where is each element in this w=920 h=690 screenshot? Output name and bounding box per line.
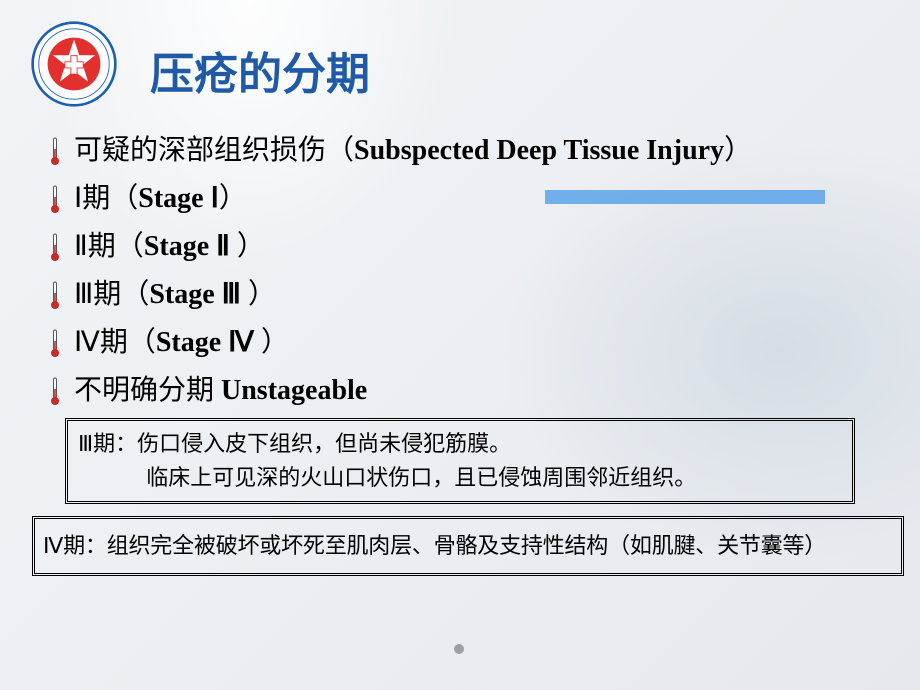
note-line: Ⅳ期：组织完全被破坏或坏死至肌肉层、骨骼及支持性结构（如肌腱、关节囊等）: [43, 529, 893, 563]
bullet-text: Ⅲ期（Stage Ⅲ ）: [74, 274, 276, 316]
thermometer-icon: [50, 233, 60, 263]
bullet-item: Ⅲ期（Stage Ⅲ ）: [50, 274, 890, 316]
thermometer-icon: [50, 281, 60, 311]
bullet-item: Ⅰ期（Stage Ⅰ）: [50, 178, 890, 220]
bullet-item: 不明确分期 Unstageable: [50, 370, 890, 412]
page-indicator-icon: [454, 644, 464, 654]
bullet-text: Ⅳ期（Stage Ⅳ ）: [74, 322, 289, 364]
note-box-stage3: Ⅲ期：伤口侵入皮下组织，但尚未侵犯筋膜。 临床上可见深的火山口状伤口，且已侵蚀周…: [65, 418, 855, 504]
bullet-text: 可疑的深部组织损伤（Subspected Deep Tissue Injury）: [74, 130, 752, 172]
bullet-item: 可疑的深部组织损伤（Subspected Deep Tissue Injury）: [50, 130, 890, 172]
bullet-text: Ⅱ期（Stage Ⅱ ）: [74, 226, 265, 268]
thermometer-icon: [50, 329, 60, 359]
note-line: 临床上可见深的火山口状伤口，且已侵蚀周围邻近组织。: [78, 461, 842, 495]
slide-title: 压疮的分期: [150, 38, 370, 102]
thermometer-icon: [50, 377, 60, 407]
bullet-text: 不明确分期 Unstageable: [74, 370, 367, 412]
bullet-text: Ⅰ期（Stage Ⅰ）: [74, 178, 247, 220]
bullet-item: Ⅳ期（Stage Ⅳ ）: [50, 322, 890, 364]
bullet-list: 可疑的深部组织损伤（Subspected Deep Tissue Injury）…: [50, 130, 890, 418]
note-line: Ⅲ期：伤口侵入皮下组织，但尚未侵犯筋膜。: [78, 427, 842, 461]
thermometer-icon: [50, 185, 60, 215]
bullet-item: Ⅱ期（Stage Ⅱ ）: [50, 226, 890, 268]
thermometer-icon: [50, 137, 60, 167]
hospital-logo: [30, 20, 118, 108]
note-box-stage4: Ⅳ期：组织完全被破坏或坏死至肌肉层、骨骼及支持性结构（如肌腱、关节囊等）: [32, 516, 904, 576]
